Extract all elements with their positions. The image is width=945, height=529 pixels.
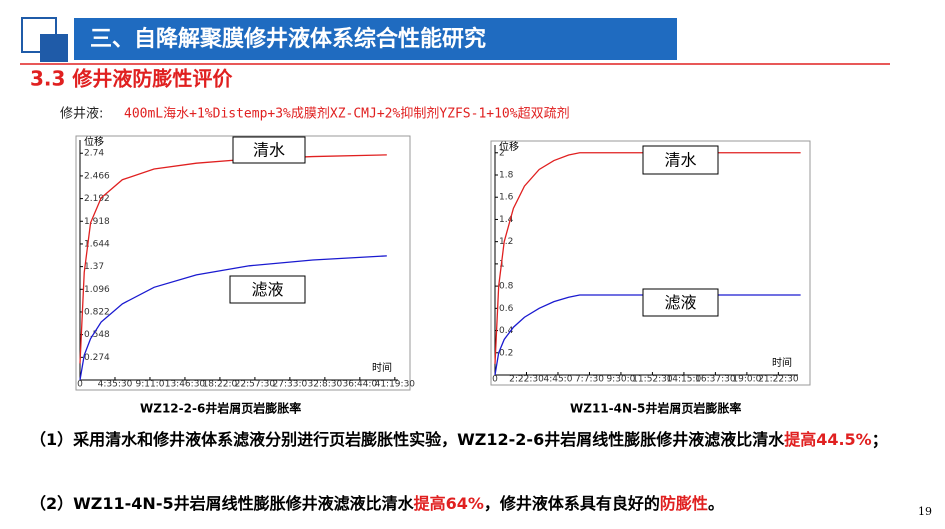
page-number: 19	[918, 505, 932, 518]
y-axis-label: 位移	[84, 135, 104, 148]
y-tick-label: 0.2	[499, 348, 513, 358]
y-tick-label: 1.2	[499, 237, 513, 247]
x-tick-label: 9:11:0	[135, 380, 164, 390]
y-tick-label: 0.4	[499, 326, 514, 336]
paragraph-text: 提高44.5%	[784, 430, 872, 449]
x-tick-label: 2:22:30	[509, 375, 544, 385]
y-tick-label: 1.4	[499, 215, 514, 225]
formula-text: 400mL海水+1%Distemp+3%成膜剂XZ-CMJ+2%抑制剂YZFS-…	[124, 107, 570, 122]
paragraph-text: （1）采用清水和修井液体系滤液分别进行页岩膨胀性实验，WZ12-2-6井岩屑线性…	[30, 430, 785, 449]
legend-label: 清水	[664, 151, 696, 170]
legend-label: 滤液	[251, 280, 283, 299]
x-tick-label: 4:45:0	[543, 375, 572, 385]
x-tick-label: 7:7:30	[575, 375, 604, 385]
x-tick-label: 14:15:0	[667, 375, 702, 385]
legend-box	[642, 145, 719, 175]
title-bar	[74, 18, 677, 60]
x-tick-label: 0	[492, 375, 498, 385]
x-tick-label: 22:57:30	[235, 380, 276, 390]
x-tick-label: 0	[77, 380, 83, 390]
x-tick-label: 18:22:0	[203, 380, 238, 390]
x-tick-label: 9:30:0	[606, 375, 635, 385]
y-tick-label: 0.274	[84, 353, 110, 363]
paragraph-text: 提高64%	[413, 494, 484, 513]
header-title: 三、自降解聚膜修井液体系综合性能研究	[90, 26, 486, 52]
chart-frame	[75, 135, 411, 391]
x-tick-label: 32:8:30	[308, 380, 343, 390]
legend-box	[642, 288, 719, 317]
x-tick-label: 4:35:30	[98, 380, 133, 390]
chart-title: WZ11-4N-5井岩屑页岩膨胀率	[570, 401, 741, 416]
chart-title: WZ12-2-6井岩屑页岩膨胀率	[140, 401, 301, 416]
y-tick-label: 0.8	[499, 282, 514, 292]
line-series	[494, 294, 801, 376]
x-axis-label: 时间	[372, 361, 392, 374]
y-tick-label: 2	[499, 148, 505, 158]
y-tick-label: 1.644	[84, 239, 110, 249]
paragraph-text: 防膨性	[659, 494, 708, 513]
legend-box	[232, 136, 306, 164]
y-tick-label: 1.37	[84, 262, 104, 272]
legend-box	[229, 275, 306, 304]
formula-label: 修井液:	[60, 107, 103, 122]
y-tick-label: 0.548	[84, 330, 110, 340]
y-tick-label: 2.74	[84, 149, 104, 159]
deco	[40, 34, 68, 62]
y-tick-label: 1.6	[499, 193, 514, 203]
paragraph-text: ；	[871, 430, 888, 449]
y-tick-label: 1.8	[499, 171, 514, 181]
y-tick-label: 1.096	[84, 285, 110, 295]
x-tick-label: 13:46:30	[165, 380, 206, 390]
paragraph-text: ，修井液体系具有良好的	[483, 494, 660, 513]
x-tick-label: 19:0:0	[732, 375, 761, 385]
x-tick-label: 27:33:0	[273, 380, 308, 390]
paragraph-text: 。	[707, 494, 724, 513]
x-tick-label: 36:44:0	[342, 380, 377, 390]
paragraph: （2）WZ11-4N-5井岩屑线性膨胀修井液滤液比清水提高64%，修井液体系具有…	[30, 490, 930, 517]
legend-label: 清水	[253, 141, 285, 160]
x-tick-label: 41:19:30	[375, 380, 416, 390]
x-tick-label: 11:52:30	[632, 375, 673, 385]
legend-label: 滤液	[664, 293, 696, 312]
x-tick-label: 21:22:30	[758, 375, 799, 385]
line-series	[79, 255, 387, 381]
line-series	[494, 152, 801, 364]
y-tick-label: 2.466	[84, 171, 110, 181]
y-tick-label: 0.822	[84, 307, 110, 317]
x-axis-label: 时间	[772, 356, 792, 369]
x-tick-label: 16:37:30	[695, 375, 736, 385]
section-title: 3.3 修井液防膨性评价	[30, 67, 233, 91]
y-tick-label: 2.192	[84, 194, 110, 204]
paragraph: （1）采用清水和修井液体系滤液分别进行页岩膨胀性实验，WZ12-2-6井岩屑线性…	[30, 426, 930, 453]
chart-frame	[490, 140, 811, 386]
paragraph-text: （2）WZ11-4N-5井岩屑线性膨胀修井液滤液比清水	[30, 494, 414, 513]
y-axis-label: 位移	[499, 140, 519, 153]
y-tick-label: 0.6	[499, 304, 514, 314]
y-tick-label: 1.918	[84, 217, 110, 227]
